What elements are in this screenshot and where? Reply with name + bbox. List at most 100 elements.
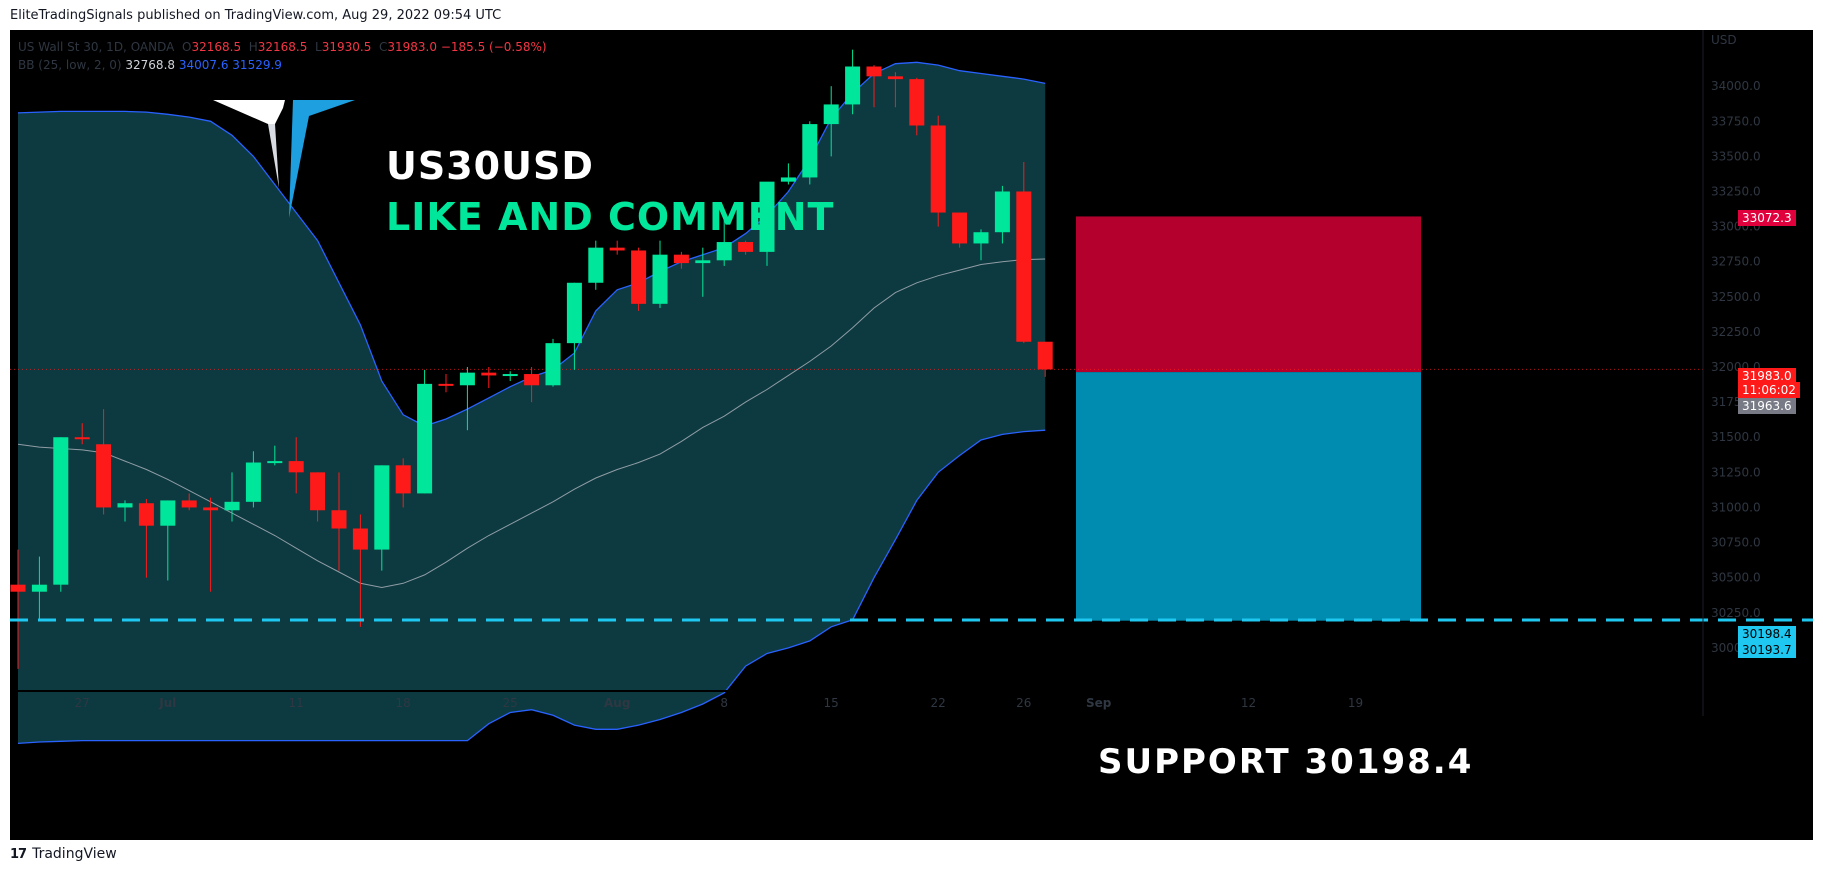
candle-body [738, 242, 754, 252]
time-axis-tick: Jul [158, 696, 176, 710]
candle-body [288, 461, 304, 473]
entry-price-tag: 31963.6 [1738, 398, 1796, 414]
time-axis-tick: 22 [931, 696, 946, 710]
price-axis-tick: 31250.0 [1711, 465, 1761, 479]
candle-body [524, 374, 540, 386]
price-axis-tick: 34000.0 [1711, 79, 1761, 93]
time-axis-tick: 25 [503, 696, 518, 710]
candle-body [780, 177, 796, 182]
candle-body [802, 124, 818, 178]
overlay-subtitle: LIKE AND COMMENT [386, 195, 835, 239]
candle-body [138, 503, 154, 526]
legend-close: 31983.0 [387, 40, 437, 54]
candle-body [845, 66, 861, 105]
candle-body [438, 383, 454, 386]
candle-body [310, 472, 326, 511]
legend-bb-lower: 31529.9 [232, 58, 282, 72]
candle-body [481, 372, 497, 376]
price-axis-tick: 33750.0 [1711, 114, 1761, 128]
bollinger-band-fill [18, 62, 1046, 744]
candle-body [652, 254, 668, 304]
candlestick-chart[interactable]: USD30000.030250.030500.030750.031000.031… [10, 30, 1813, 840]
target-price-tag: 30193.7 [1738, 642, 1796, 658]
price-axis-tick: 32750.0 [1711, 255, 1761, 269]
candle-body [224, 501, 240, 511]
candle-body [866, 66, 882, 77]
candle-body [459, 372, 475, 386]
chart-area[interactable]: USD 30000.0 30250.0 30500.0 30750.0 31000.0 31… [10, 30, 1813, 840]
legend-bb-label: BB (25, low, 2, 0) [18, 58, 122, 72]
time-axis-tick: Sep [1086, 696, 1112, 710]
candle-body [973, 232, 989, 244]
price-axis-tick: 30750.0 [1711, 536, 1761, 550]
time-axis-tick: 26 [1016, 696, 1031, 710]
candle-body [695, 260, 711, 264]
candle-body [566, 282, 582, 344]
candle-body [181, 500, 197, 508]
countdown-tag: 11:06:02 [1738, 382, 1800, 398]
price-axis-tick: 31500.0 [1711, 430, 1761, 444]
candle-body [31, 584, 47, 592]
currency-label: USD [1711, 33, 1737, 47]
candle-body [588, 247, 604, 283]
short-position-risk-zone [1076, 216, 1421, 373]
time-axis-tick: 18 [396, 696, 411, 710]
overlay-title: US30USD [386, 144, 594, 188]
candle-body [374, 465, 390, 550]
candle-body [352, 528, 368, 550]
time-axis-tick: 19 [1348, 696, 1363, 710]
legend-bb-basis: 32768.8 [125, 58, 176, 72]
legend-symbol: US Wall St 30, 1D, OANDA [18, 40, 175, 54]
candle-body [673, 254, 689, 264]
price-axis-tick: 32500.0 [1711, 290, 1761, 304]
candle-body [1037, 341, 1053, 370]
candle-body [631, 250, 647, 304]
bollinger-basis-line [17, 258, 1046, 589]
candle-body [245, 462, 261, 502]
publisher-header: EliteTradingSignals published on Trading… [10, 8, 502, 23]
candle-body [952, 212, 968, 244]
candle-body [545, 343, 561, 386]
chart-legend: US Wall St 30, 1D, OANDA O32168.5 H32168… [18, 40, 547, 72]
elite-logo [213, 100, 355, 218]
legend-bb-upper: 34007.6 [178, 58, 229, 72]
support-label: SUPPORT 30198.4 [1098, 742, 1474, 782]
price-axis-tick: 33500.0 [1711, 149, 1761, 163]
time-axis-border [10, 690, 1703, 692]
last-price-tag: 31983.0 [1738, 368, 1796, 384]
time-axis-tick: Aug [604, 696, 630, 710]
price-axis-tick: 33250.0 [1711, 184, 1761, 198]
candle-body [909, 79, 925, 126]
stop-price-tag: 33072.3 [1738, 210, 1796, 226]
candle-body [96, 444, 112, 508]
price-axis-tick: 31000.0 [1711, 500, 1761, 514]
bollinger-lower-line [17, 429, 1046, 745]
candle-body [502, 374, 518, 377]
candle-body [417, 383, 433, 494]
short-position-target-zone [1076, 372, 1421, 621]
candle-body [331, 510, 347, 529]
time-axis-tick: 11 [289, 696, 304, 710]
candle-body [609, 247, 625, 251]
time-axis-tick: 15 [824, 696, 839, 710]
candle-body [395, 465, 411, 494]
candle-body [10, 584, 26, 592]
time-axis-tick: 27 [75, 696, 90, 710]
candle-body [267, 461, 283, 464]
tradingview-brand: TradingView [32, 846, 117, 862]
price-axis-tick: 30500.0 [1711, 571, 1761, 585]
legend-low: 31930.5 [321, 40, 372, 54]
candle-body [930, 125, 946, 213]
tradingview-logo-icon: 17 [10, 846, 27, 862]
candle-body [74, 437, 90, 440]
legend-high: 32168.5 [257, 40, 308, 54]
legend-change: −185.5 (−0.58%) [440, 40, 547, 54]
candle-body [823, 104, 839, 125]
price-axis-tick: 30250.0 [1711, 606, 1761, 620]
time-axis-tick: 8 [720, 696, 728, 710]
candle-body [160, 500, 176, 526]
candle-body [716, 242, 732, 261]
candle-body [887, 76, 903, 80]
tradingview-footer: 17 TradingView [10, 846, 117, 862]
candle-body [203, 507, 219, 511]
